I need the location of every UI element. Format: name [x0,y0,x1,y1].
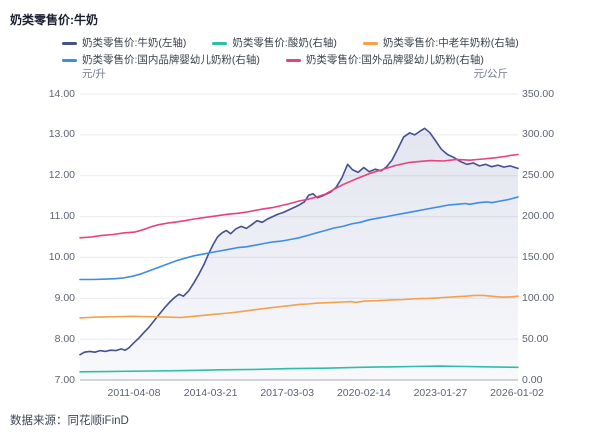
axis-tick-label: 2020-02-14 [336,387,391,399]
chart-title: 奶类零售价:牛奶 [10,13,98,27]
legend-marker-foreign-infant-formula [285,59,301,62]
data-source: 数据来源：同花顺iFinD [10,415,129,427]
axis-tick-label: 7.00 [54,373,75,386]
legend-item-yogurt[interactable]: 奶类零售价:酸奶(右轴) [212,37,337,50]
legend-item-elderly-powder[interactable]: 奶类零售价:中老年奶粉(右轴) [362,37,519,50]
legend-row-1: 奶类零售价:牛奶(左轴) 奶类零售价:酸奶(右轴) 奶类零售价:中老年奶粉(右轴… [62,37,519,50]
axis-tick-label: 50.00 [522,332,549,345]
legend-marker-domestic-infant-formula [62,59,77,62]
legend-item-milk[interactable]: 奶类零售价:牛奶(左轴) [62,37,186,50]
axis-tick-label: 350.00 [522,87,555,100]
axis-tick-label: 2026-01-02 [490,387,544,399]
axis-tick-label: 10.00 [48,250,75,263]
axis-tick-label: 12.00 [48,169,75,182]
legend-label: 奶类零售价:酸奶(右轴) [232,37,337,49]
axis-tick-label: 300.00 [522,128,555,141]
right-axis-unit: 元/公斤 [473,68,508,80]
legend-row-2: 奶类零售价:国内品牌婴幼儿奶粉(右轴) 奶类零售价:国外品牌婴幼儿奶粉(右轴) [62,54,484,67]
axis-tick-label: 0.00 [522,373,543,386]
axis-tick-label: 13.00 [48,128,75,141]
axis-tick-label: 2014-03-21 [183,387,238,399]
axis-tick-label: 11.00 [49,210,76,223]
axis-tick-label: 14.00 [48,87,75,100]
legend-label: 奶类零售价:中老年奶粉(右轴) [382,37,519,49]
left-axis-unit: 元/升 [82,68,106,80]
legend-marker-milk [62,42,77,45]
axis-tick-label: 2023-01-27 [413,387,468,399]
legend-label: 奶类零售价:牛奶(左轴) [82,37,187,49]
axis-tick-label: 2011-04-08 [107,387,161,399]
axis-tick-label: 2017-03-03 [260,387,315,399]
legend-item-domestic-infant-formula[interactable]: 奶类零售价:国内品牌婴幼儿奶粉(右轴) [62,54,260,67]
axis-tick-label: 200.00 [522,210,555,223]
axis-tick-label: 150.00 [522,250,555,263]
axis-tick-label: 9.00 [54,291,75,304]
legend-item-foreign-infant-formula[interactable]: 奶类零售价:国外品牌婴幼儿奶粉(右轴) [285,54,484,67]
axis-tick-label: 8.00 [54,332,75,345]
legend-label: 奶类零售价:国内品牌婴幼儿奶粉(右轴) [82,54,260,66]
legend-marker-elderly-powder [362,42,378,45]
legend-marker-yogurt [212,42,228,45]
axis-tick-label: 250.00 [522,169,555,182]
legend-label: 奶类零售价:国外品牌婴幼儿奶粉(右轴) [305,54,484,66]
axis-tick-label: 100.00 [522,291,555,304]
